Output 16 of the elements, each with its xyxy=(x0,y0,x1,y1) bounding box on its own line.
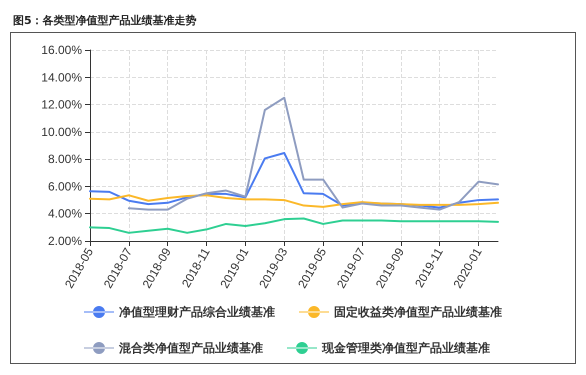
y-tick-label: 12.00% xyxy=(41,98,82,112)
legend-label: 现金管理类净值型产品业绩基准 xyxy=(321,341,490,355)
y-tick-label: 4.00% xyxy=(48,206,82,221)
legend-label: 净值型理财产品综合业绩基准 xyxy=(119,305,275,319)
legend-label: 混合类净值型产品业绩基准 xyxy=(118,341,263,355)
line-series xyxy=(89,217,499,234)
y-tick-label: 10.00% xyxy=(41,124,82,139)
y-tick-label: 8.00% xyxy=(48,152,82,166)
y-tick-label: 16.00% xyxy=(41,43,82,57)
line-series xyxy=(128,96,499,211)
y-tick-label: 6.00% xyxy=(48,179,82,194)
y-tick-label: 2.00% xyxy=(48,234,82,248)
chart-title: 图5：各类型净值型产品业绩基准走势 xyxy=(13,14,197,27)
y-tick-label: 14.00% xyxy=(41,70,82,84)
line-series xyxy=(89,194,499,208)
legend-label: 固定收益类净值型产品业绩基准 xyxy=(334,305,502,319)
